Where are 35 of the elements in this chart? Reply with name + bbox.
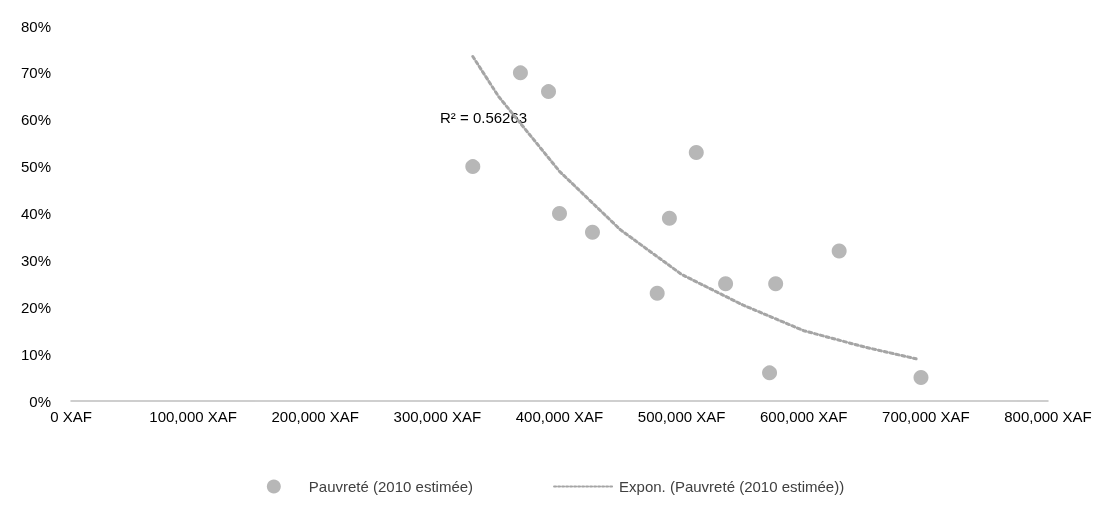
x-tick-label: 500,000 XAF [637, 408, 726, 425]
x-tick-label: 0 XAF [50, 408, 92, 425]
y-tick-label: 60% [20, 111, 51, 129]
point [762, 365, 778, 381]
y-tick-label: 70% [20, 64, 51, 82]
legend-label: Expon. (Pauvreté (2010 estimée)) [619, 478, 845, 495]
x-tick-label: 200,000 XAF [271, 408, 360, 425]
point [465, 159, 481, 175]
x-tick-label: 800,000 XAF [1004, 408, 1092, 425]
point [541, 84, 557, 100]
point [552, 206, 567, 221]
x-tick-label: 100,000 XAF [149, 408, 237, 425]
x-tick-label: 400,000 XAF [515, 408, 604, 425]
x-tick-label: 300,000 XAF [393, 408, 482, 425]
point [661, 210, 677, 226]
point [913, 370, 929, 386]
y-tick-label: 40% [20, 205, 51, 222]
y-tick-label: 10% [20, 345, 51, 363]
point [718, 276, 734, 292]
point [768, 276, 784, 292]
point [688, 145, 704, 161]
y-tick-label: 20% [20, 298, 51, 316]
y-tick-label: 80% [20, 17, 51, 35]
y-tick-label: 0% [29, 392, 51, 410]
point [584, 224, 600, 240]
line-series [471, 54, 918, 361]
x-tick-label: 600,000 XAF [759, 408, 848, 425]
legend-label: Pauvreté (2010 estimée) [308, 478, 474, 495]
y-tick-label: 30% [20, 251, 51, 269]
point [831, 243, 847, 259]
point [512, 65, 528, 81]
y-tick-label: 50% [20, 158, 51, 176]
point [649, 285, 665, 301]
x-tick-label: 700,000 XAF [882, 408, 970, 425]
annotation: R² = 0.56263 [440, 109, 528, 126]
